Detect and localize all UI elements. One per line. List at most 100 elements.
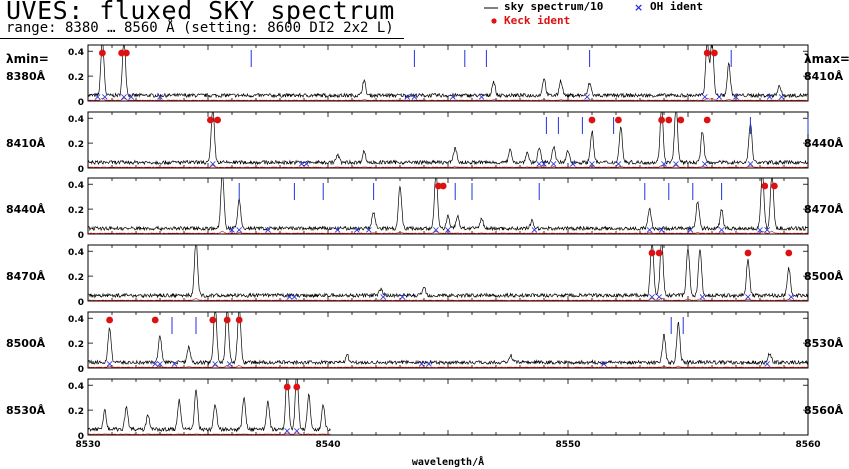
keck-ident-marker <box>209 316 217 324</box>
y-tick-label: 0.2 <box>68 407 84 417</box>
lambda-min-label: 8440Å <box>6 203 46 216</box>
keck-ident-marker <box>744 249 752 257</box>
y-tick-label: 0 <box>78 365 84 375</box>
oh-ident-marker: × <box>715 92 723 103</box>
legend-oh-label: OH ident <box>650 0 703 13</box>
legend-keck-label: Keck ident <box>504 14 571 27</box>
sky-spectrum-line <box>87 244 809 299</box>
oh-ident-marker: × <box>228 225 236 236</box>
oh-ident-marker: × <box>417 359 425 370</box>
y-tick-label: 0.2 <box>68 206 84 216</box>
sky-spectrum-line <box>87 44 809 99</box>
oh-ident-marker: × <box>283 426 291 437</box>
oh-ident-marker: × <box>717 225 725 236</box>
y-tick-label: 0 <box>78 98 84 108</box>
oh-ident-marker: × <box>127 92 135 103</box>
keck-ident-marker <box>648 249 656 257</box>
oh-ident-marker: × <box>101 92 109 103</box>
keck-ident-marker <box>283 383 291 391</box>
oh-ident-marker: × <box>264 225 272 236</box>
oh-ident-marker: × <box>655 292 663 303</box>
oh-ident-marker: × <box>444 225 452 236</box>
keck-ident-marker <box>761 182 769 190</box>
oh-ident-marker: × <box>600 359 608 370</box>
oh-ident-marker: × <box>170 359 178 370</box>
x-tick-label: 8540 <box>315 440 340 450</box>
legend-keck-symbol <box>491 18 497 24</box>
oh-ident-marker: × <box>648 292 656 303</box>
y-tick-label: 0.4 <box>68 248 84 258</box>
lambda-min-label: 8470Å <box>6 270 46 283</box>
header: UVES: fluxed SKY spectrum range: 8380 … … <box>0 0 849 44</box>
sky-spectrum-line <box>87 177 809 232</box>
spectrum-panel: 00.20.4×× × × × × × × × × × × × ××8440Å 8470Å <box>6 177 844 241</box>
sky-spectrum-line <box>87 311 809 366</box>
oh-ident-marker: × <box>530 225 538 236</box>
oh-ident-marker: × <box>756 225 764 236</box>
spectrum-panel: 0 0.2 0.4 × × 8530Å 8560Å 8530 8540 8550 8560 <box>6 378 844 450</box>
y-tick-label: 0.4 <box>68 115 84 125</box>
keck-ident-marker <box>658 116 665 124</box>
keck-ident-marker <box>435 182 442 190</box>
oh-ident-marker: × <box>698 292 706 303</box>
scaled-spectrum-line <box>87 97 809 101</box>
y-tick-label: 0.2 <box>68 73 84 83</box>
y-tick-label: 0.4 <box>68 382 84 392</box>
lambda-min-label: 8530Å <box>6 404 46 417</box>
oh-ident-marker: × <box>660 159 668 170</box>
oh-ident-marker: × <box>535 159 543 170</box>
keck-ident-marker <box>588 116 596 124</box>
oh-ident-marker: × <box>425 359 433 370</box>
oh-ident-marker: × <box>763 359 771 370</box>
oh-ident-marker: × <box>540 159 548 170</box>
lambda-max-label: 8410Å <box>804 70 844 83</box>
oh-ident-marker: × <box>156 92 164 103</box>
keck-ident-marker <box>99 49 106 57</box>
legend: × sky spectrum/10 OH ident Keck ident <box>484 0 844 30</box>
oh-ident-marker: × <box>302 159 310 170</box>
lambda-max-label: 8500Å <box>804 270 844 283</box>
y-tick-label: 0.4 <box>68 181 84 191</box>
keck-ident-marker <box>771 182 778 190</box>
keck-ident-marker <box>235 316 243 324</box>
keck-ident-marker <box>223 316 231 324</box>
oh-ident-marker: × <box>156 359 164 370</box>
oh-ident-marker: × <box>120 92 128 103</box>
spectrum-panel: 00.20.4×× × × ×× × × ×8470Å 8500Å <box>6 244 844 308</box>
y-tick-label: 0 <box>78 432 84 442</box>
oh-ident-marker: × <box>225 359 233 370</box>
oh-ident-marker: × <box>701 92 709 103</box>
panel-frame <box>87 378 809 436</box>
legend-spectrum-label: sky spectrum/10 <box>504 0 604 13</box>
oh-ident-marker: × <box>645 225 653 236</box>
keck-ident-marker <box>665 116 673 124</box>
spectrum-panel: 00.20.4×× ×× × ×× × × × × × × × ×8380Å 8410Å <box>6 44 844 108</box>
y-tick-label: 0.2 <box>68 273 84 283</box>
scaled-spectrum-line <box>87 432 331 435</box>
oh-ident-marker: × <box>398 292 406 303</box>
oh-ident-marker: × <box>105 359 113 370</box>
oh-ident-marker: × <box>379 292 387 303</box>
oh-ident-marker: × <box>569 159 577 170</box>
oh-ident-marker: × <box>290 292 298 303</box>
oh-ident-marker: × <box>765 92 773 103</box>
oh-ident-marker: × <box>293 426 301 437</box>
lambda-min-label: 8380Å <box>6 70 46 83</box>
keck-ident-marker <box>293 383 301 391</box>
keck-ident-marker <box>439 182 447 190</box>
oh-ident-marker: × <box>477 92 485 103</box>
oh-ident-marker: × <box>211 359 219 370</box>
keck-ident-marker <box>118 49 125 57</box>
keck-ident-marker <box>677 116 685 124</box>
oh-ident-marker: × <box>777 92 785 103</box>
oh-ident-marker: × <box>588 159 596 170</box>
x-tick-label: 8530 <box>75 440 100 450</box>
title-rule <box>0 38 404 39</box>
oh-ident-marker: × <box>353 225 361 236</box>
y-tick-label: 0.4 <box>68 48 84 58</box>
lambda-min-label: 8410Å <box>6 137 46 150</box>
keck-ident-marker <box>207 116 214 124</box>
oh-ident-marker: × <box>403 92 411 103</box>
lambda-min-heading: λmin= <box>6 52 49 66</box>
oh-ident-marker: × <box>657 225 665 236</box>
